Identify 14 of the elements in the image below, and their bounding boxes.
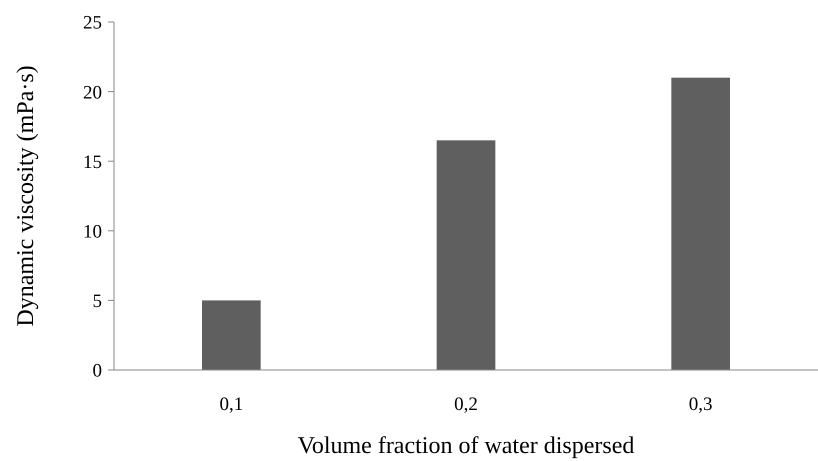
y-tick-label: 10 bbox=[83, 221, 102, 242]
x-tick-label: 0,2 bbox=[454, 394, 478, 415]
bar bbox=[202, 300, 261, 370]
bar bbox=[436, 140, 496, 370]
y-tick-label: 25 bbox=[83, 12, 102, 34]
y-tick-label: 20 bbox=[83, 82, 102, 104]
x-axis-title: Volume fraction of water dispersed bbox=[298, 433, 634, 459]
y-axis-title: Dynamic viscosity (mPa·s) bbox=[13, 65, 39, 327]
x-tick-label: 0,1 bbox=[219, 394, 244, 415]
y-tick-label: 0 bbox=[92, 360, 102, 382]
y-tick-label: 15 bbox=[83, 152, 102, 173]
bar bbox=[671, 78, 730, 370]
y-tick-label: 5 bbox=[92, 291, 102, 312]
x-tick-label: 0,3 bbox=[688, 394, 713, 415]
